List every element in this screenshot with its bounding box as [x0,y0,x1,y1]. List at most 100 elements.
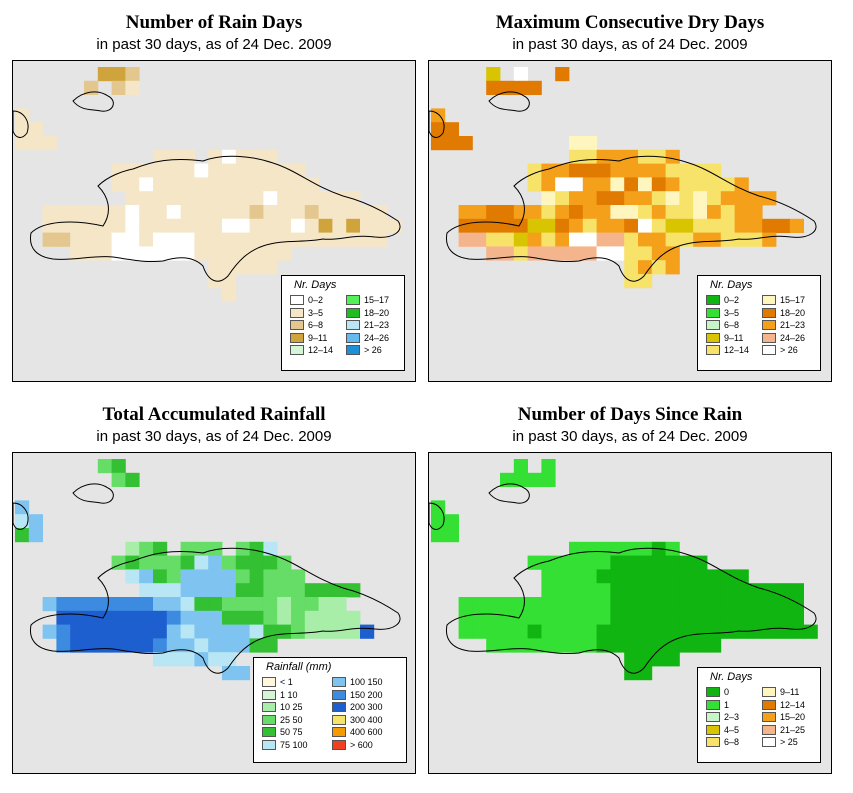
grid-cell [638,652,653,667]
grid-cell [194,163,209,178]
grid-cell [111,67,126,82]
grid-cell [249,260,264,275]
grid-cell [693,569,708,584]
grid-cell [679,597,694,612]
grid-cell [444,122,459,137]
grid-cell [180,541,195,556]
grid-cell [222,232,237,247]
grid-cell [748,218,763,233]
panel-title: Total Accumulated Rainfall [102,404,326,425]
grid-cell [194,205,209,220]
legend-swatch [290,295,304,305]
grid-cell [720,205,735,220]
grid-cell [139,638,154,653]
grid-cell [610,583,625,598]
grid-cell [56,610,71,625]
legend-label: 1 10 [280,689,298,700]
grid-cell [624,569,639,584]
grid-cell [125,472,140,487]
grid-cell [97,67,112,82]
legend-label: 50 75 [280,727,303,737]
grid-cell [318,205,333,220]
grid-cell [346,583,361,598]
grid-cell [180,191,195,206]
grid-cell [153,624,168,639]
grid-cell [208,177,223,192]
legend-swatch [262,677,276,687]
grid-cell [458,218,473,233]
grid-cell [304,218,319,233]
legend-swatch [706,320,720,330]
grid-cell [569,136,584,151]
grid-cell [153,232,168,247]
grid-cell [555,232,570,247]
grid-cell [624,652,639,667]
legend-label: > 26 [780,345,798,355]
grid-cell [263,638,278,653]
grid-cell [679,163,694,178]
grid-cell [277,610,292,625]
grid-cell [277,163,292,178]
grid-cell [249,232,264,247]
coastline-outline [429,110,445,138]
legend-swatch [706,295,720,305]
grid-cell [222,583,237,598]
grid-cell [235,246,250,261]
grid-cell [693,205,708,220]
grid-cell [610,205,625,220]
grid-cell [541,246,556,261]
grid-cell [472,205,487,220]
grid-cell [665,163,680,178]
grid-cell [555,163,570,178]
grid-cell [139,246,154,261]
legend-swatch [290,332,304,343]
grid-cell [651,246,666,261]
grid-cell [679,218,694,233]
grid-cell [291,191,306,206]
grid-cell [679,232,694,247]
grid-cell [304,597,319,612]
grid-cell [304,610,319,625]
grid-cell [208,260,223,275]
legend-swatch [762,724,776,735]
grid-cell [235,624,250,639]
grid-cell [360,624,375,639]
grid-cell [318,597,333,612]
legend-label: 9–11 [724,332,744,343]
grid-cell [707,163,722,178]
grid-cell [582,218,597,233]
grid-cell [84,232,99,247]
coastline-outline [429,502,445,530]
grid-cell [679,555,694,570]
grid-cell [541,205,556,220]
grid-cell [291,163,306,178]
grid-cell [500,638,515,653]
grid-cell [70,246,85,261]
legend-swatch [332,677,346,687]
legend-label: 25 50 [280,714,303,725]
grid-cell [776,597,791,612]
grid-cell [569,177,584,192]
grid-cell [139,569,154,584]
grid-cell [651,177,666,192]
grid-cell [651,205,666,220]
legend-swatch [346,332,360,343]
grid-cell [707,191,722,206]
grid-cell [665,597,680,612]
grid-cell [180,624,195,639]
grid-cell [624,163,639,178]
grid-cell [596,246,611,261]
grid-cell [582,597,597,612]
grid-cell [291,569,306,584]
grid-cell [693,597,708,612]
grid-cell [153,569,168,584]
legend-swatch [332,714,346,725]
grid-cell [541,610,556,625]
grid-cell [125,610,140,625]
grid-cell [555,205,570,220]
grid-cell [194,232,209,247]
grid-cell [541,569,556,584]
grid-cell [277,177,292,192]
grid-cell [748,583,763,598]
grid-cell [291,232,306,247]
